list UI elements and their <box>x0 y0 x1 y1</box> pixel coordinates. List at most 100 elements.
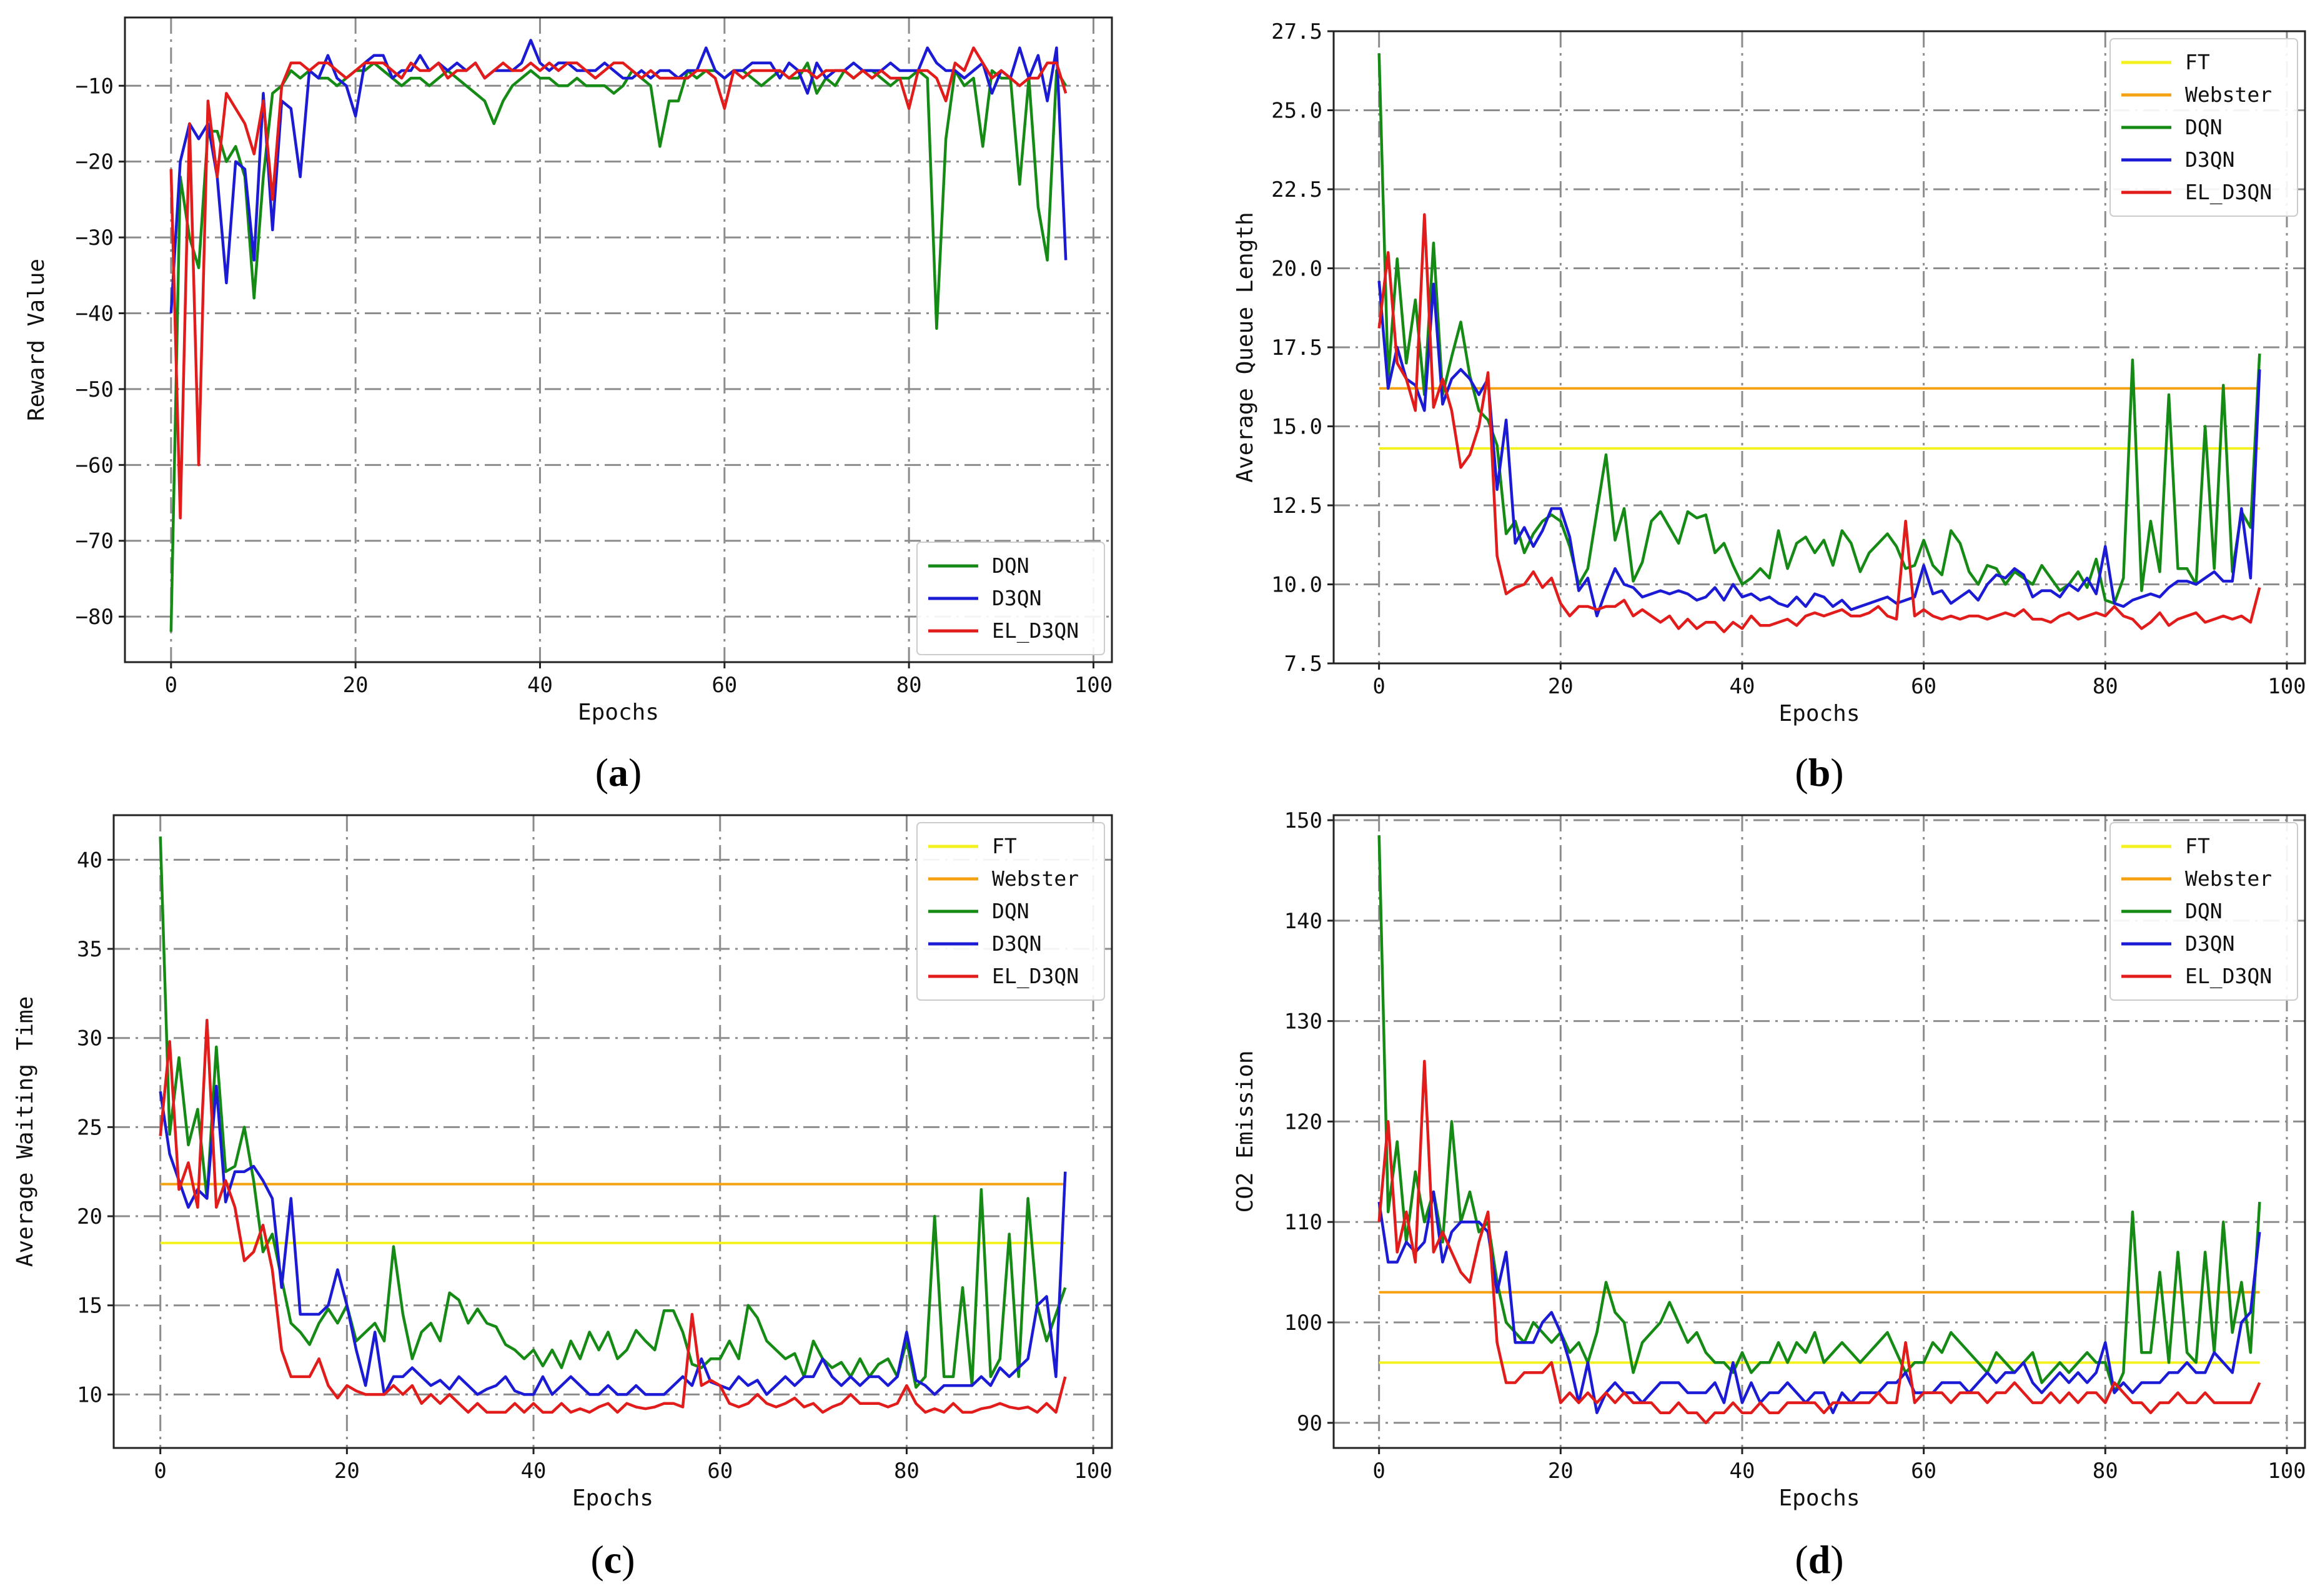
legend-label-webster: Webster <box>2185 866 2272 891</box>
y-tick-label: −10 <box>76 74 114 99</box>
x-tick-label: 100 <box>2268 674 2306 699</box>
y-tick-label: −80 <box>76 605 114 630</box>
reference-lines <box>160 1182 1066 1244</box>
legend-label-d3qn: D3QN <box>2185 147 2234 172</box>
legend-label-dqn: DQN <box>992 553 1029 578</box>
x-tick-label: 100 <box>2268 1459 2306 1484</box>
panel-a: DQN D3QN EL_D3QN 0 20 40 60 80 100 −10 −20 −30 −40 −… <box>24 16 1113 795</box>
legend-label-dqn: DQN <box>2185 899 2223 923</box>
tick-labels: 0 20 40 60 80 100 90 100 110 120 130 140 150 <box>1284 808 2306 1484</box>
reference-lines <box>1379 1291 2260 1364</box>
legend-label-el-d3qn: EL_D3QN <box>2185 964 2272 989</box>
series-lines <box>1377 53 2261 633</box>
y-tick-label: 25.0 <box>1271 99 1322 124</box>
x-tick-label: 40 <box>1729 1459 1755 1484</box>
y-tick-label: 150 <box>1284 808 1322 833</box>
x-tick-label: 80 <box>2093 1459 2118 1484</box>
legend-box <box>2109 38 2298 217</box>
legend-box <box>916 542 1105 655</box>
legend-label-el-d3qn: EL_D3QN <box>992 964 1079 989</box>
series-line-el-d3qn <box>169 46 1068 520</box>
y-axis-label: CO2 Emission <box>1232 1050 1258 1212</box>
panel-d: FT Webster DQN D3QN EL_D3QN 0 20 40 60 80 100 90 10… <box>1232 808 2306 1582</box>
legend: FT Webster DQN D3QN EL_D3QN <box>916 822 1105 1001</box>
series-line-dqn <box>1377 53 2261 605</box>
series-line-dqn <box>159 836 1067 1389</box>
x-tick-label: 80 <box>896 673 922 698</box>
series-line-el-d3qn <box>159 1018 1067 1414</box>
series-line-el-d3qn <box>1377 213 2261 633</box>
x-tick-label: 20 <box>334 1459 360 1484</box>
y-tick-label: 130 <box>1284 1009 1322 1034</box>
y-tick-label: −20 <box>76 150 114 175</box>
x-tick-label: 0 <box>1372 674 1385 699</box>
x-tick-label: 40 <box>1729 674 1755 699</box>
y-tick-label: 7.5 <box>1284 652 1322 677</box>
legend-label-d3qn: D3QN <box>2185 931 2234 956</box>
tick-labels: 0 20 40 60 80 100 10 15 20 25 30 35 40 <box>77 848 1113 1484</box>
legend: DQN D3QN EL_D3QN <box>916 542 1105 655</box>
y-axis-label: Average Waiting Time <box>12 996 38 1267</box>
y-tick-label: 20.0 <box>1271 257 1322 282</box>
legend-box <box>2109 822 2298 1001</box>
y-tick-label: 25 <box>77 1115 102 1140</box>
y-tick-label: −50 <box>76 377 114 402</box>
y-tick-label: 120 <box>1284 1109 1322 1134</box>
legend-label-webster: Webster <box>992 866 1079 891</box>
legend: FT Webster DQN D3QN EL_D3QN <box>2109 38 2298 217</box>
x-tick-label: 0 <box>1372 1459 1385 1484</box>
legend-label-dqn: DQN <box>2185 115 2223 139</box>
y-tick-label: 17.5 <box>1271 335 1322 360</box>
x-tick-label: 60 <box>1911 674 1936 699</box>
tick-labels: 0 20 40 60 80 100 −10 −20 −30 −40 −50 −60 −70 −80 <box>76 74 1113 698</box>
x-axis-label: Epochs <box>1778 1485 1860 1511</box>
x-axis-label: Epochs <box>1778 701 1860 726</box>
y-tick-label: 10 <box>77 1382 102 1407</box>
y-tick-label: 20 <box>77 1204 102 1229</box>
legend-label-ft: FT <box>992 834 1017 858</box>
y-axis-label: Reward Value <box>24 259 49 421</box>
y-tick-label: 15.0 <box>1271 415 1322 440</box>
y-tick-label: −60 <box>76 453 114 478</box>
y-tick-label: 90 <box>1297 1411 1322 1436</box>
legend-label-dqn: DQN <box>992 899 1029 923</box>
x-tick-label: 100 <box>1074 673 1113 698</box>
legend-box <box>916 822 1105 1001</box>
y-tick-label: 10.0 <box>1271 573 1322 598</box>
x-tick-label: 40 <box>521 1459 547 1484</box>
caption-b: (b) <box>1795 750 1843 795</box>
series-lines <box>1377 835 2261 1425</box>
panel-c: FT Webster DQN D3QN EL_D3QN 0 20 40 60 80 100 10 15… <box>12 814 1113 1582</box>
legend-label-el-d3qn: EL_D3QN <box>2185 180 2272 205</box>
series-line-el-d3qn <box>1377 1059 2261 1425</box>
x-tick-label: 20 <box>343 673 369 698</box>
plot-frame <box>1332 814 2306 1449</box>
reference-lines <box>1379 387 2260 450</box>
x-tick-label: 100 <box>1074 1459 1112 1484</box>
x-tick-label: 60 <box>707 1459 733 1484</box>
x-tick-label: 0 <box>165 673 177 698</box>
y-axis-label: Average Queue Length <box>1232 212 1258 482</box>
series-line-d3qn <box>169 39 1068 314</box>
legend-label-ft: FT <box>2185 834 2210 858</box>
legend: FT Webster DQN D3QN EL_D3QN <box>2109 822 2298 1001</box>
y-tick-label: −70 <box>76 529 114 554</box>
y-tick-label: −30 <box>76 226 114 250</box>
plot-frame <box>112 814 1113 1449</box>
y-tick-label: 12.5 <box>1271 493 1322 518</box>
x-tick-label: 60 <box>1911 1459 1936 1484</box>
caption-a: (a) <box>595 750 642 795</box>
x-tick-label: 20 <box>1548 674 1574 699</box>
x-tick-label: 80 <box>2093 674 2118 699</box>
y-tick-label: −40 <box>76 302 114 327</box>
y-tick-label: 35 <box>77 937 102 962</box>
plot-frame <box>124 16 1113 663</box>
panel-b: FT Webster DQN D3QN EL_D3QN 0 20 40 60 80 100 7.5 1… <box>1232 19 2306 795</box>
series-lines <box>169 39 1068 632</box>
legend-label-ft: FT <box>2185 50 2210 74</box>
series-lines <box>159 836 1067 1414</box>
legend-label-webster: Webster <box>2185 82 2272 107</box>
caption-d: (d) <box>1795 1537 1843 1582</box>
y-tick-label: 140 <box>1284 909 1322 934</box>
series-line-d3qn <box>1377 280 2261 618</box>
